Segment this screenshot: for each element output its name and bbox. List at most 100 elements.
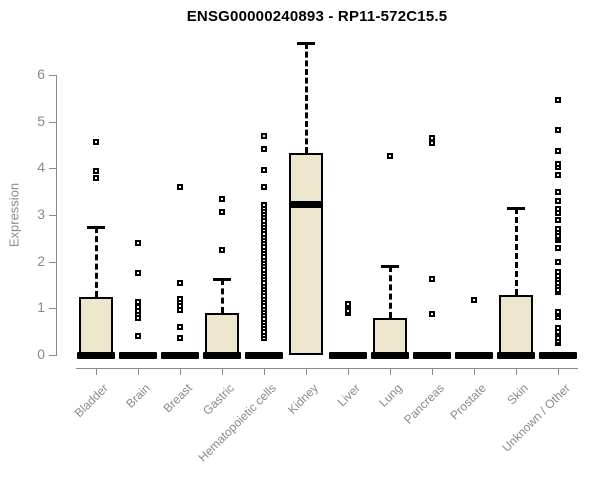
outlier-point bbox=[555, 147, 561, 154]
chart-title: ENSG00000240893 - RP11-572C15.5 bbox=[186, 8, 448, 25]
whisker-cap bbox=[213, 277, 231, 281]
outlier-point bbox=[135, 270, 141, 277]
outlier-point bbox=[177, 280, 183, 287]
outlier-point bbox=[261, 133, 267, 140]
whisker-line bbox=[95, 226, 98, 297]
x-tick bbox=[180, 368, 181, 375]
outlier-point bbox=[555, 171, 561, 178]
outlier-point bbox=[555, 226, 561, 232]
median-line bbox=[329, 352, 367, 359]
y-tick bbox=[49, 75, 56, 76]
y-tick bbox=[49, 355, 56, 356]
y-tick-label: 1 bbox=[37, 299, 45, 316]
x-tick bbox=[264, 368, 265, 375]
x-tick bbox=[348, 368, 349, 375]
outlier-point bbox=[219, 196, 225, 203]
y-tick-label: 3 bbox=[37, 206, 45, 222]
outlier-point bbox=[555, 127, 561, 134]
median-line bbox=[77, 352, 115, 359]
box bbox=[499, 294, 533, 355]
y-tick-label: 5 bbox=[37, 112, 45, 129]
outlier-point bbox=[345, 300, 351, 307]
median-line bbox=[289, 201, 323, 209]
outlier-point bbox=[555, 268, 561, 275]
median-line bbox=[245, 352, 283, 359]
x-tick bbox=[96, 368, 97, 375]
outlier-point bbox=[261, 146, 267, 153]
outlier-point bbox=[429, 311, 435, 318]
outlier-point bbox=[261, 184, 267, 191]
median-line bbox=[539, 352, 577, 359]
whisker-line bbox=[221, 278, 224, 313]
median-line bbox=[413, 352, 451, 359]
outlier-point bbox=[135, 239, 141, 246]
outlier-point bbox=[555, 245, 561, 252]
box bbox=[205, 313, 239, 355]
x-tick bbox=[432, 368, 433, 375]
y-tick-label: 4 bbox=[37, 159, 45, 176]
outlier-point bbox=[93, 168, 99, 175]
outlier-point bbox=[261, 167, 267, 174]
x-tick bbox=[474, 368, 475, 375]
outlier-point bbox=[177, 295, 183, 302]
y-tick bbox=[49, 261, 56, 263]
y-tick bbox=[49, 121, 56, 123]
whisker-cap bbox=[297, 42, 315, 46]
x-tick bbox=[306, 368, 307, 375]
median-line bbox=[371, 352, 409, 359]
outlier-point bbox=[93, 139, 99, 146]
whisker-cap bbox=[507, 207, 525, 211]
outlier-point bbox=[471, 296, 477, 303]
outlier-point bbox=[555, 188, 561, 195]
outlier-point bbox=[135, 298, 141, 305]
y-tick bbox=[49, 168, 56, 170]
x-axis-line bbox=[76, 368, 578, 369]
box bbox=[373, 318, 407, 355]
box bbox=[289, 153, 323, 355]
outlier-point bbox=[555, 308, 561, 315]
median-line bbox=[161, 352, 199, 359]
x-tick bbox=[222, 368, 223, 375]
y-tick-label: 6 bbox=[37, 66, 45, 82]
whisker-line bbox=[389, 266, 392, 319]
x-tick bbox=[516, 368, 517, 375]
y-tick-label: 0 bbox=[37, 346, 45, 362]
outlier-point bbox=[555, 258, 561, 265]
outlier-point bbox=[177, 323, 183, 330]
median-line bbox=[455, 352, 493, 359]
outlier-point bbox=[261, 202, 267, 209]
median-line bbox=[119, 352, 157, 359]
whisker-line bbox=[515, 208, 518, 295]
whisker-cap bbox=[87, 225, 105, 229]
x-tick bbox=[558, 368, 559, 375]
whisker-line bbox=[305, 43, 308, 154]
y-tick bbox=[49, 308, 56, 310]
y-axis-line bbox=[56, 75, 57, 356]
y-tick bbox=[49, 215, 56, 216]
outlier-point bbox=[555, 206, 561, 213]
outlier-point bbox=[429, 135, 435, 141]
x-tick bbox=[138, 368, 139, 375]
outlier-point bbox=[555, 325, 561, 332]
outlier-point bbox=[555, 160, 561, 167]
x-tick bbox=[390, 368, 391, 375]
outlier-point bbox=[387, 153, 393, 160]
median-line bbox=[497, 352, 535, 359]
outlier-point bbox=[555, 217, 561, 224]
y-tick-label: 2 bbox=[37, 252, 45, 269]
box bbox=[79, 296, 113, 355]
outlier-point bbox=[135, 332, 141, 339]
outlier-point bbox=[429, 276, 435, 283]
outlier-point bbox=[219, 209, 225, 216]
median-line bbox=[203, 352, 241, 359]
outlier-point bbox=[93, 175, 99, 182]
outlier-point bbox=[177, 184, 183, 191]
outlier-point bbox=[555, 97, 561, 104]
outlier-point bbox=[555, 198, 561, 205]
outlier-point bbox=[219, 247, 225, 253]
outlier-point bbox=[135, 303, 141, 310]
whisker-cap bbox=[381, 265, 399, 269]
outlier-point bbox=[177, 335, 183, 342]
